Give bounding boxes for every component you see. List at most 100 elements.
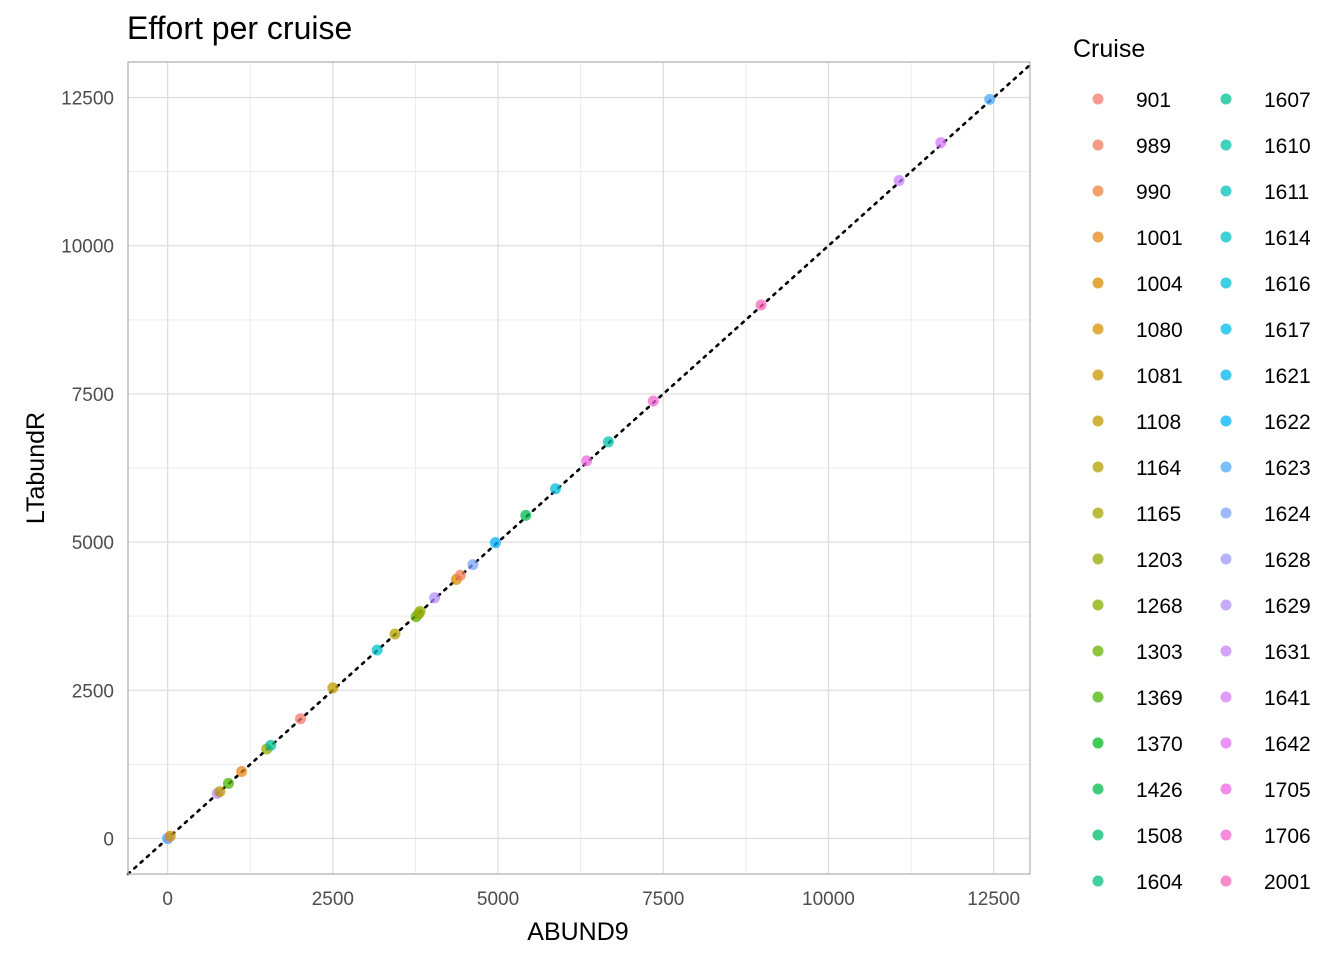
x-tick-label: 2500 [312,889,354,910]
legend-item-1369: 1369 [1092,687,1183,710]
legend-label: 1203 [1136,549,1183,572]
x-axis-title: ABUND9 [527,918,628,946]
legend-item-1004: 1004 [1092,273,1183,296]
legend-label: 1617 [1264,319,1311,342]
data-point-1622 [489,537,501,549]
legend-item-1621: 1621 [1220,365,1311,388]
data-point-1614 [371,644,383,656]
legend-item-1622: 1622 [1220,411,1311,434]
data-point-901 [294,713,306,725]
legend-label: 1004 [1136,273,1183,296]
legend-item-1108: 1108 [1092,411,1181,434]
legend-item-901: 901 [1092,89,1171,112]
legend-key [1092,415,1104,427]
legend-item-1081: 1081 [1092,365,1183,388]
legend-key [1220,875,1232,887]
legend-item-1508: 1508 [1092,825,1183,848]
legend-item-1628: 1628 [1220,549,1311,572]
legend-label: 1001 [1136,227,1183,250]
legend-label: 1623 [1264,457,1311,480]
legend-item-1642: 1642 [1220,733,1311,756]
legend-item-990: 990 [1092,181,1171,204]
legend-key [1092,369,1104,381]
data-point-1624 [467,559,479,571]
minor-gridlines [128,62,1030,874]
legend-key [1220,783,1232,795]
data-point-1641 [935,137,947,149]
data-point-1426 [520,509,532,521]
legend-item-1705: 1705 [1220,779,1311,802]
legend-item-1604: 1604 [1092,871,1183,894]
data-point-1705 [581,455,593,467]
legend-key [1092,829,1104,841]
legend-label: 1604 [1136,871,1183,894]
legend-key [1220,829,1232,841]
legend-label: 1370 [1136,733,1183,756]
legend-key [1220,93,1232,105]
legend-label: 990 [1136,181,1171,204]
legend-item-1641: 1641 [1220,687,1311,710]
legend-label: 1426 [1136,779,1183,802]
legend-key [1092,185,1104,197]
data-point-1108 [214,786,226,798]
legend-key [1092,553,1104,565]
legend-label: 1641 [1264,687,1311,710]
legend-item-1616: 1616 [1220,273,1311,296]
legend-label: 1621 [1264,365,1311,388]
legend-label: 901 [1136,89,1171,112]
legend-key [1092,691,1104,703]
plot-panel-border [127,61,1031,875]
legend-label: 1164 [1136,457,1181,480]
legend-label: 1616 [1264,273,1311,296]
legend-label: 1108 [1136,411,1181,434]
data-point-1203 [414,605,426,617]
data-point-1164 [389,628,401,640]
data-point-1108 [327,682,339,694]
legend-label: 1628 [1264,549,1311,572]
data-point-1631 [893,175,905,187]
legend-key [1220,461,1232,473]
legend: Cruise 901 989 990 1001 1004 1080 1081 1108 1164… [1073,35,1311,894]
legend-key [1092,93,1104,105]
y-axis-title: LTabundR [22,412,50,524]
legend-label: 1081 [1136,365,1183,388]
y-tick-label: 0 [103,829,114,850]
legend-label: 1642 [1264,733,1311,756]
legend-item-2001: 2001 [1220,871,1311,894]
legend-item-989: 989 [1092,135,1171,158]
legend-key [1220,323,1232,335]
legend-item-1624: 1624 [1220,503,1311,526]
data-point-1610 [602,436,614,448]
legend-key [1220,691,1232,703]
x-tick-label: 7500 [642,889,684,910]
legend-key [1092,277,1104,289]
legend-item-1165: 1165 [1092,503,1181,526]
legend-key [1220,415,1232,427]
legend-item-1617: 1617 [1220,319,1311,342]
legend-key [1092,599,1104,611]
data-point-1001 [236,765,248,777]
legend-key [1092,783,1104,795]
legend-key [1220,139,1232,151]
legend-key [1220,507,1232,519]
x-tick-label: 0 [162,889,173,910]
y-tick-label: 7500 [72,385,114,406]
legend-key [1092,875,1104,887]
legend-item-1203: 1203 [1092,549,1183,572]
legend-item-1623: 1623 [1220,457,1311,480]
legend-item-1426: 1426 [1092,779,1183,802]
legend-label: 1611 [1264,181,1309,204]
legend-label: 1624 [1264,503,1311,526]
legend-key [1092,737,1104,749]
legend-label: 1629 [1264,595,1311,618]
legend-label: 1706 [1264,825,1311,848]
legend-label: 1705 [1264,779,1311,802]
legend-item-1614: 1614 [1220,227,1311,250]
legend-label: 1607 [1264,89,1311,112]
legend-item-1607: 1607 [1220,89,1311,112]
legend-title: Cruise [1073,35,1145,63]
legend-item-1370: 1370 [1092,733,1183,756]
data-point-1623 [984,93,996,105]
data-point-1706 [647,395,659,407]
